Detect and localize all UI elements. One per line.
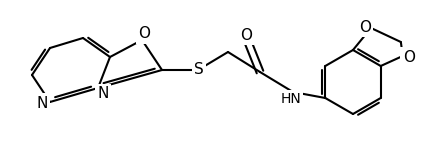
Text: O: O bbox=[359, 19, 371, 35]
Text: HN: HN bbox=[281, 92, 301, 106]
Text: N: N bbox=[97, 86, 109, 102]
Text: O: O bbox=[240, 28, 252, 43]
Text: O: O bbox=[403, 50, 415, 64]
Text: S: S bbox=[194, 62, 204, 78]
Text: O: O bbox=[138, 26, 150, 41]
Text: N: N bbox=[36, 95, 48, 111]
